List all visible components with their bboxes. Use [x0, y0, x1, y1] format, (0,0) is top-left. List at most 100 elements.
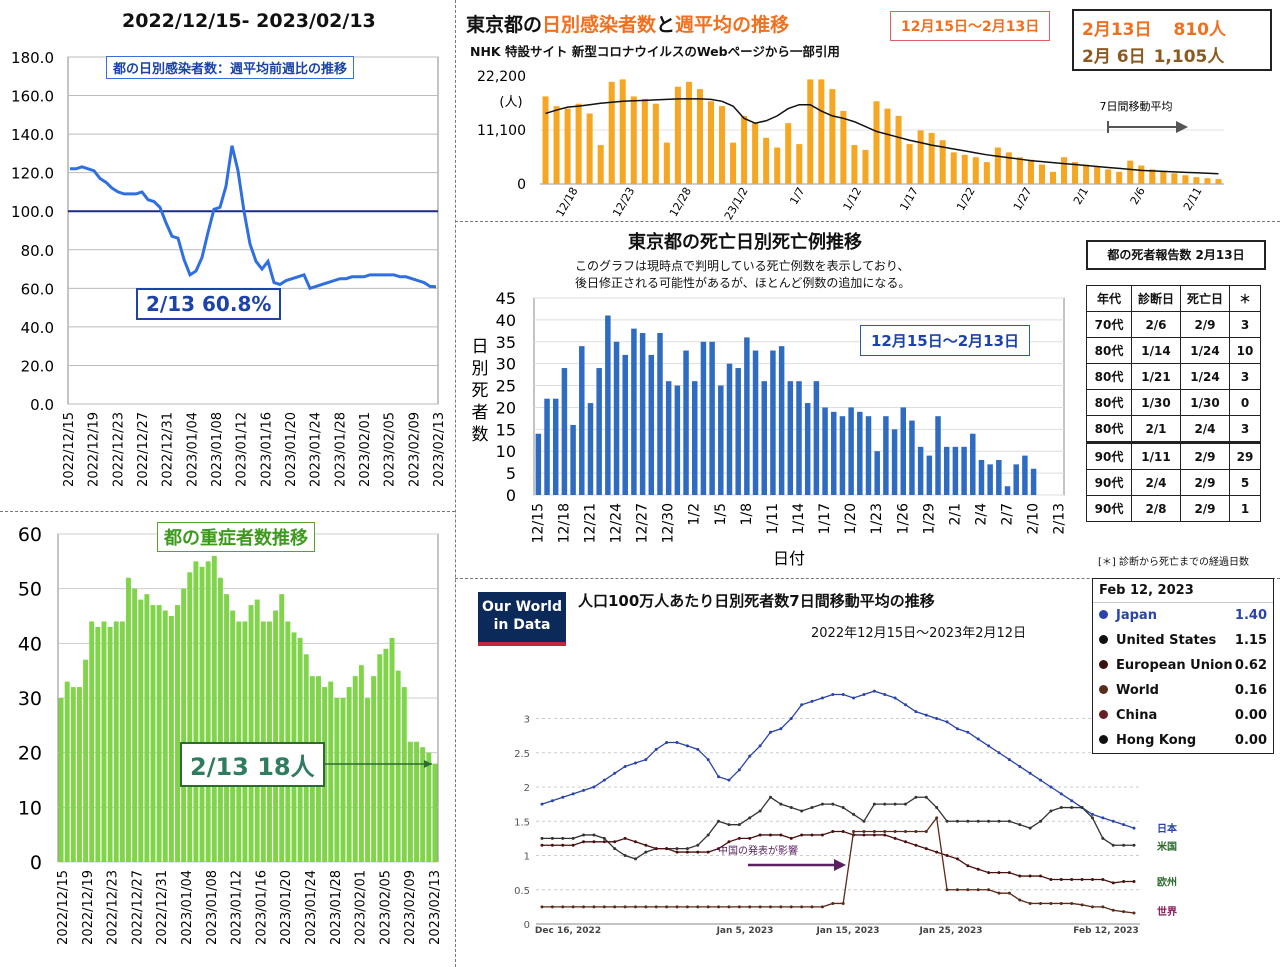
cases-bar: [807, 79, 814, 184]
owid-point: [997, 871, 1001, 875]
owid-point: [841, 901, 845, 905]
owid-point: [810, 806, 814, 810]
owid-legend-row: China 0.00: [1093, 703, 1273, 728]
owid-point: [737, 823, 741, 827]
cases-bar: [608, 81, 615, 184]
severe-x-tick-label: 2022/12/27: [130, 870, 145, 945]
deaths-x-tick-label: 1/29: [921, 503, 937, 534]
death-table-cell: 2/1: [1131, 415, 1181, 443]
owid-point: [935, 717, 939, 720]
deaths-x-tick-label: 2/1: [947, 503, 963, 526]
owid-point: [706, 850, 710, 854]
owid-point: [571, 792, 575, 796]
owid-point: [852, 812, 856, 816]
severe-bar: [365, 698, 370, 862]
legend-dot-icon: [1099, 660, 1108, 669]
severe-x-tick-label: 2023/02/05: [378, 870, 393, 945]
cases-bar: [575, 103, 582, 184]
death-table-header: 年代 診断日 死亡日 ＊: [1086, 285, 1261, 312]
cases-x-tick-label: 1/27: [1011, 185, 1035, 213]
cases-ylabel: (人): [499, 95, 522, 110]
death-table-cell: 2/9: [1180, 469, 1230, 496]
severe-bar: [175, 605, 180, 862]
owid-point: [935, 850, 939, 854]
deaths-bar: [639, 333, 646, 495]
severe-bar: [346, 687, 352, 862]
death-table-cell: 1/24: [1180, 363, 1230, 390]
cases-bar: [1116, 171, 1123, 184]
owid-point: [935, 816, 939, 820]
owid-point: [633, 761, 637, 765]
summary-line1-date: 2月13日: [1082, 20, 1152, 40]
owid-point: [820, 905, 824, 909]
deaths-bar: [900, 407, 907, 495]
cases-bar: [1160, 171, 1167, 184]
severe-bar: [340, 698, 346, 862]
owid-point: [987, 744, 991, 748]
cases-bar: [928, 132, 935, 184]
owid-point: [550, 799, 554, 803]
owid-point: [602, 905, 606, 909]
death-table-title: 都の死者報告数 2月13日: [1086, 240, 1266, 270]
owid-point: [904, 802, 908, 806]
owid-point: [592, 785, 596, 789]
owid-point: [945, 819, 949, 823]
severe-bar: [76, 687, 82, 862]
owid-point: [717, 905, 721, 909]
ratio-plot-area: [67, 56, 439, 405]
death-table-row: 80代 2/1 2/4 3: [1086, 415, 1261, 443]
deaths-y-tick-label: 15: [496, 420, 516, 439]
deaths-y-ticks: 45 40 35 30 25 20 15 10 5 0: [496, 290, 516, 505]
owid-point: [665, 847, 669, 851]
death-table-cell: 90代: [1086, 441, 1132, 470]
severe-bar: [58, 698, 64, 862]
deaths-bar: [943, 446, 950, 495]
severe-bar: [224, 594, 230, 862]
owid-legend-name: World: [1099, 683, 1159, 698]
owid-legend-row: European Union 0.62: [1093, 653, 1273, 678]
owid-point: [654, 747, 658, 751]
cases-bar: [730, 142, 737, 184]
deaths-bar: [683, 350, 689, 495]
owid-point: [1101, 836, 1105, 840]
ratio-x-tick-label: 2023/02/13: [432, 412, 447, 487]
deaths-y-tick-label: 30: [496, 355, 516, 374]
owid-point: [540, 802, 544, 806]
owid-point: [1111, 881, 1115, 885]
owid-point: [1132, 880, 1136, 884]
death-table-cell: 1/30: [1180, 389, 1230, 416]
cases-bar: [917, 130, 924, 184]
owid-legend-name: Hong Kong: [1099, 733, 1196, 748]
death-table-cell: 2/8: [1131, 495, 1181, 522]
deaths-bar: [857, 411, 863, 495]
owid-point: [841, 693, 845, 697]
owid-point: [1039, 901, 1043, 905]
deaths-y-tick-label: 0: [506, 486, 516, 505]
owid-point: [727, 905, 731, 909]
owid-point: [883, 830, 887, 834]
owid-series-line: [541, 690, 1135, 829]
owid-point: [841, 806, 845, 810]
cases-x-tick-label: 1/17: [897, 185, 921, 213]
owid-point: [852, 696, 856, 700]
cases-bar: [862, 149, 869, 184]
death-table-cell: 80代: [1086, 337, 1132, 364]
cases-ma-label: 7日間移動平均: [1100, 99, 1173, 113]
cases-x-tick-label: 12/23: [610, 185, 637, 219]
owid-point: [924, 830, 928, 834]
severe-bar: [328, 681, 334, 862]
deaths-ylabel-char: 死: [472, 381, 489, 401]
owid-point: [862, 693, 866, 697]
summary-line1: 2月13日 810人: [1082, 15, 1226, 40]
severe-y-tick-label: 60: [18, 524, 42, 546]
death-table-cell: 2/6: [1131, 311, 1181, 338]
ratio-y-tick-label: 100.0: [11, 203, 54, 221]
cases-bar: [972, 157, 979, 184]
deaths-x-tick-label: 12/24: [609, 503, 625, 543]
cases-x-tick-label: 12/18: [553, 185, 580, 219]
cases-bar: [961, 154, 968, 184]
death-table-row: 90代 2/8 2/9 1: [1086, 495, 1261, 522]
cases-title-part-3: と: [656, 14, 676, 36]
ratio-x-tick-label: 2023/01/16: [259, 412, 274, 487]
owid-point: [924, 847, 928, 851]
